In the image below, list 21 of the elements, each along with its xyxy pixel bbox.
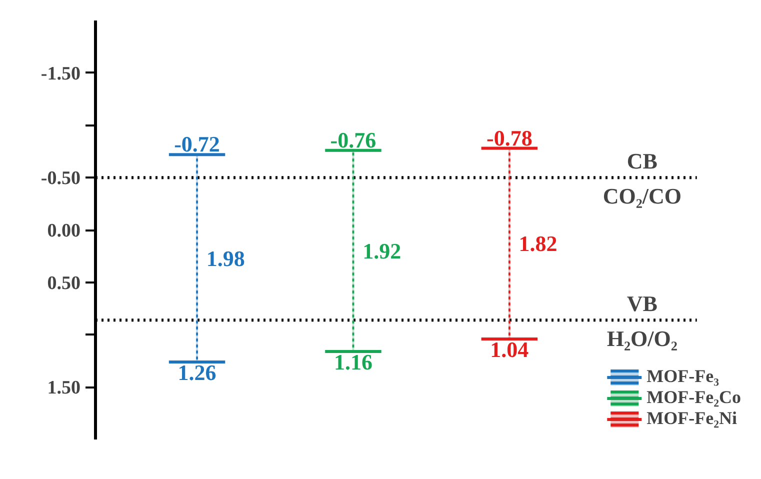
annotation: 1.92 [362, 238, 402, 264]
y-tick-label: -0.50 [40, 168, 80, 190]
annotation: -0.78 [486, 125, 532, 150]
ref-line-label: CB [626, 148, 658, 174]
legend-label: MOF-Fe₂Co [646, 387, 741, 408]
y-tick-label: 0.50 [47, 272, 80, 294]
ref-line-label: VB [626, 291, 658, 316]
y-tick-label: 1.50 [47, 378, 80, 399]
legend-label: MOF-Fe₃ [646, 366, 720, 387]
annotation: 1.98 [206, 246, 245, 271]
annotation: 1.82 [518, 231, 558, 256]
annotation: CO₂/CO [602, 184, 682, 209]
annotation: 1.04 [490, 336, 529, 362]
annotation: -0.76 [330, 127, 376, 152]
legend-label: MOF-Fe₂Ni [646, 408, 738, 429]
y-tick-label: -1.50 [40, 63, 80, 84]
annotation: -0.72 [174, 132, 220, 157]
annotation: H₂O/O₂ [606, 326, 678, 352]
annotation: 1.16 [334, 350, 372, 375]
annotation: 1.26 [178, 360, 216, 385]
y-tick-label: 0.00 [47, 220, 80, 242]
